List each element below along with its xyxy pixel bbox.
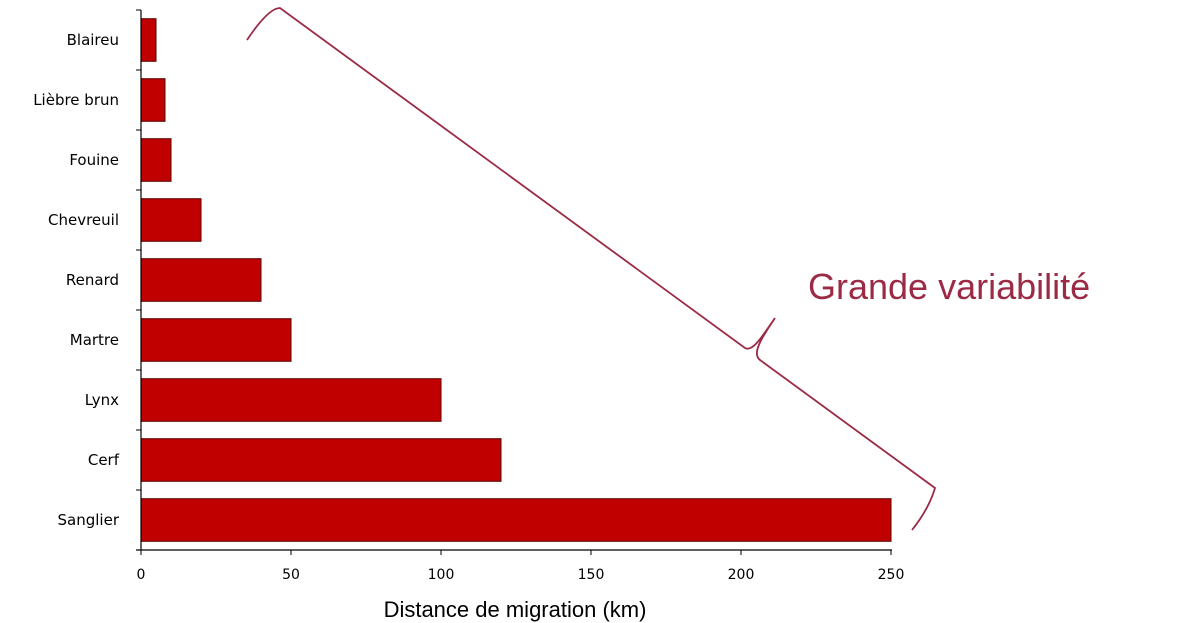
annotation-grande-variabilite: Grande variabilité xyxy=(808,266,1090,307)
x-tick-label: 50 xyxy=(282,567,300,583)
bar-lièbre-brun xyxy=(140,78,166,122)
bars-group xyxy=(140,18,892,542)
x-axis-ticks: 0 50 100 150 200 250 xyxy=(137,550,905,583)
category-labels: Blaireu Lièbre brun Fouine Chevreuil Renard M… xyxy=(33,31,120,529)
category-label: Chevreuil xyxy=(48,211,119,229)
bar-cerf xyxy=(140,438,502,482)
category-label: Blaireu xyxy=(67,31,119,49)
bar-sanglier xyxy=(140,498,892,542)
category-label: Sanglier xyxy=(58,511,120,529)
x-tick-label: 150 xyxy=(578,567,605,583)
x-tick-label: 250 xyxy=(878,567,905,583)
category-label: Lièbre brun xyxy=(33,91,119,109)
category-label: Lynx xyxy=(85,391,119,409)
category-label: Cerf xyxy=(88,451,120,469)
category-label: Renard xyxy=(66,271,119,289)
x-tick-label: 200 xyxy=(728,567,755,583)
category-label: Fouine xyxy=(69,151,119,169)
bar-blaireu xyxy=(140,18,157,62)
bar-lynx xyxy=(140,378,442,422)
bar-renard xyxy=(140,258,262,302)
x-axis-title: Distance de migration (km) xyxy=(384,597,647,622)
bar-chevreuil xyxy=(140,198,202,242)
category-label: Martre xyxy=(70,331,119,349)
x-tick-label: 0 xyxy=(137,567,146,583)
y-axis-ticks xyxy=(136,9,141,551)
bar-fouine xyxy=(140,138,172,182)
curly-brace xyxy=(246,7,937,531)
x-tick-label: 100 xyxy=(428,567,455,583)
bar-martre xyxy=(140,318,292,362)
